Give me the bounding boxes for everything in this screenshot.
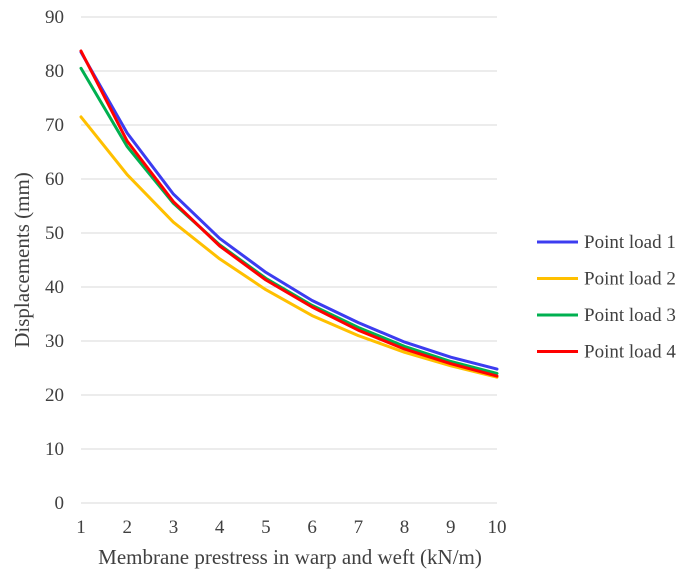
x-tick-label: 9: [446, 517, 456, 538]
y-tick-labels: 0 10 20 30 40 50 60 70 80 90: [45, 7, 64, 514]
y-tick-label: 60: [45, 169, 64, 190]
y-tick-label: 0: [55, 493, 65, 514]
x-tick-label: 3: [169, 517, 179, 538]
y-tick-label: 50: [45, 223, 64, 244]
series-line-point-load-2: [79, 115, 499, 379]
y-tick-label: 70: [45, 115, 64, 136]
x-tick-label: 8: [400, 517, 410, 538]
series-line-point-load-3: [79, 66, 499, 375]
legend: Point load 1 Point load 2 Point load 3 Poin…: [537, 232, 676, 363]
y-axis-title: Displacements (mm): [10, 172, 34, 348]
x-tick-label: 7: [354, 517, 364, 538]
x-tick-label: 6: [307, 517, 317, 538]
legend-label: Point load 1: [584, 232, 676, 253]
y-tick-label: 30: [45, 331, 64, 352]
y-tick-label: 20: [45, 385, 64, 406]
y-tick-label: 90: [45, 7, 64, 28]
y-tick-label: 80: [45, 61, 64, 82]
gridlines: [81, 16, 497, 450]
x-tick-label: 5: [261, 517, 271, 538]
legend-label: Point load 2: [584, 269, 676, 290]
series-lines: [79, 49, 499, 379]
y-tick-label: 40: [45, 277, 64, 298]
legend-label: Point load 4: [584, 342, 676, 363]
series-line-point-load-1: [79, 50, 499, 371]
x-tick-label: 2: [122, 517, 132, 538]
x-tick-label: 10: [488, 517, 507, 538]
y-tick-label: 10: [45, 439, 64, 460]
x-tick-label: 1: [76, 517, 86, 538]
x-tick-labels: 1 2 3 4 5 6 7 8 9 10: [76, 517, 506, 538]
x-tick-label: 4: [215, 517, 225, 538]
legend-label: Point load 3: [584, 305, 676, 326]
x-axis-title: Membrane prestress in warp and weft (kN/…: [98, 545, 482, 569]
series-line-point-load-4: [79, 49, 499, 378]
